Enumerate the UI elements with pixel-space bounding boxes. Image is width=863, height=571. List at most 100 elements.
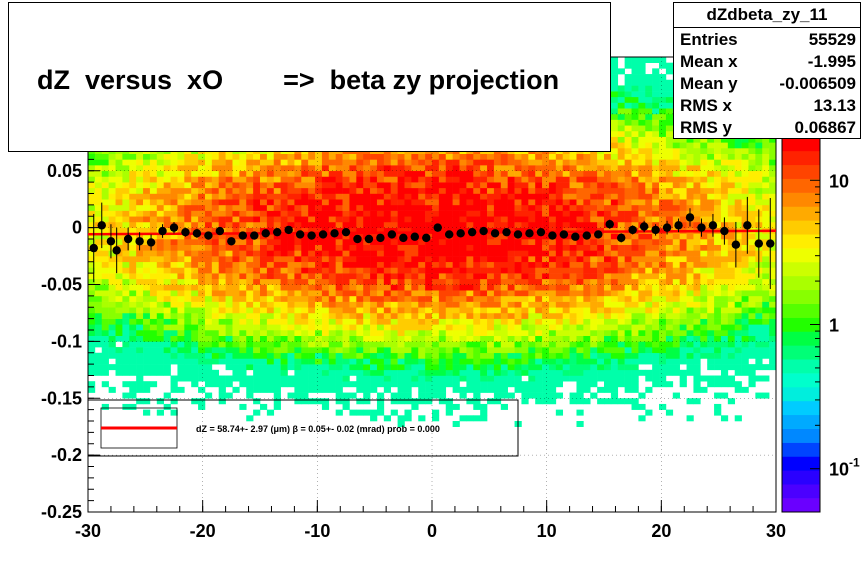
heatmap-bin [535, 290, 543, 297]
heatmap-bin [211, 244, 220, 251]
heatmap-bin [211, 233, 220, 240]
heatmap-bin [321, 318, 330, 325]
heatmap-bin [652, 57, 660, 63]
heatmap-bin [562, 324, 570, 331]
heatmap-bin [94, 187, 103, 194]
heatmap-bin [452, 153, 460, 160]
heatmap-bin [308, 369, 316, 376]
heatmap-bin [425, 278, 433, 285]
heatmap-bin [576, 330, 584, 336]
heatmap-bin [211, 199, 220, 206]
heatmap-bin [204, 364, 213, 371]
heatmap-bin [597, 307, 605, 314]
heatmap-bin [665, 301, 674, 308]
heatmap-bin [507, 221, 515, 228]
heatmap-bin [665, 364, 674, 371]
heatmap-bin [493, 295, 502, 302]
heatmap-bin [507, 176, 515, 183]
heatmap-bin [466, 244, 474, 251]
heatmap-bin [321, 358, 330, 365]
heatmap-bin [397, 290, 405, 297]
heatmap-bin [597, 165, 605, 172]
heatmap-bin [493, 193, 502, 200]
heatmap-bin [218, 341, 226, 348]
heatmap-bin [177, 267, 185, 274]
heatmap-bin [487, 182, 495, 189]
heatmap-bin [562, 153, 570, 160]
heatmap-bin [204, 392, 213, 399]
heatmap-bin [390, 221, 398, 228]
heatmap-bin [590, 250, 598, 257]
heatmap-bin [617, 204, 625, 211]
heatmap-bin [555, 364, 564, 371]
heatmap-bin [88, 284, 96, 291]
heatmap-bin [638, 57, 646, 63]
heatmap-bin [480, 153, 488, 160]
heatmap-bin [445, 312, 453, 319]
heatmap-bin [438, 301, 447, 308]
heatmap-bin [638, 96, 646, 103]
heatmap-bin [88, 347, 96, 354]
heatmap-bin [266, 301, 275, 308]
heatmap-bin [631, 352, 639, 359]
heatmap-bin [94, 369, 103, 376]
heatmap-bin [177, 199, 185, 206]
heatmap-bin [500, 335, 508, 342]
heatmap-bin [108, 324, 116, 331]
heatmap-bin [521, 227, 529, 234]
heatmap-bin [253, 165, 261, 172]
heatmap-bin [514, 244, 522, 251]
heatmap-bin [321, 165, 330, 172]
heatmap-bin [321, 324, 330, 331]
heatmap-bin [562, 358, 570, 365]
heatmap-bin [487, 301, 495, 308]
heatmap-bin [638, 204, 646, 211]
heatmap-bin [136, 182, 144, 189]
heatmap-bin [88, 381, 96, 388]
heatmap-bin [363, 364, 371, 371]
heatmap-bin [390, 165, 398, 172]
heatmap-bin [198, 324, 206, 331]
heatmap-bin [493, 261, 502, 268]
heatmap-bin [411, 341, 419, 348]
heatmap-bin [624, 85, 632, 92]
heatmap-bin [370, 233, 378, 240]
heatmap-bin [548, 267, 557, 274]
heatmap-bin [638, 148, 646, 154]
heatmap-bin [370, 295, 378, 302]
heatmap-bin [308, 330, 316, 336]
heatmap-bin [638, 199, 646, 206]
heatmap-bin [294, 267, 302, 274]
heatmap-bin [115, 284, 123, 291]
heatmap-bin [445, 330, 453, 336]
heatmap-bin [328, 153, 336, 160]
heatmap-bin [466, 256, 474, 263]
heatmap-bin [514, 307, 522, 314]
heatmap-bin [665, 324, 674, 331]
heatmap-bin [452, 221, 460, 228]
heatmap-bin [156, 273, 164, 280]
heatmap-bin [184, 352, 192, 359]
heatmap-bin [294, 165, 302, 172]
heatmap-bin [246, 216, 254, 223]
heatmap-bin [356, 307, 364, 314]
heatmap-bin [665, 62, 674, 69]
heatmap-bin [535, 216, 543, 223]
heatmap-bin [638, 113, 646, 120]
heatmap-bin [631, 403, 639, 410]
heatmap-bin [397, 244, 405, 251]
heatmap-bin [294, 341, 302, 348]
heatmap-bin [315, 364, 323, 371]
heatmap-bin [555, 409, 564, 416]
heatmap-bin [425, 159, 433, 166]
heatmap-bin [645, 91, 653, 98]
heatmap-bin [638, 318, 646, 325]
heatmap-bin [624, 267, 632, 274]
heatmap-bin [122, 165, 130, 172]
heatmap-bin [665, 273, 674, 280]
heatmap-bin [514, 358, 522, 365]
heatmap-bin [342, 261, 350, 268]
heatmap-bin [88, 267, 96, 274]
heatmap-bin [638, 267, 646, 274]
heatmap-bin [211, 227, 220, 234]
